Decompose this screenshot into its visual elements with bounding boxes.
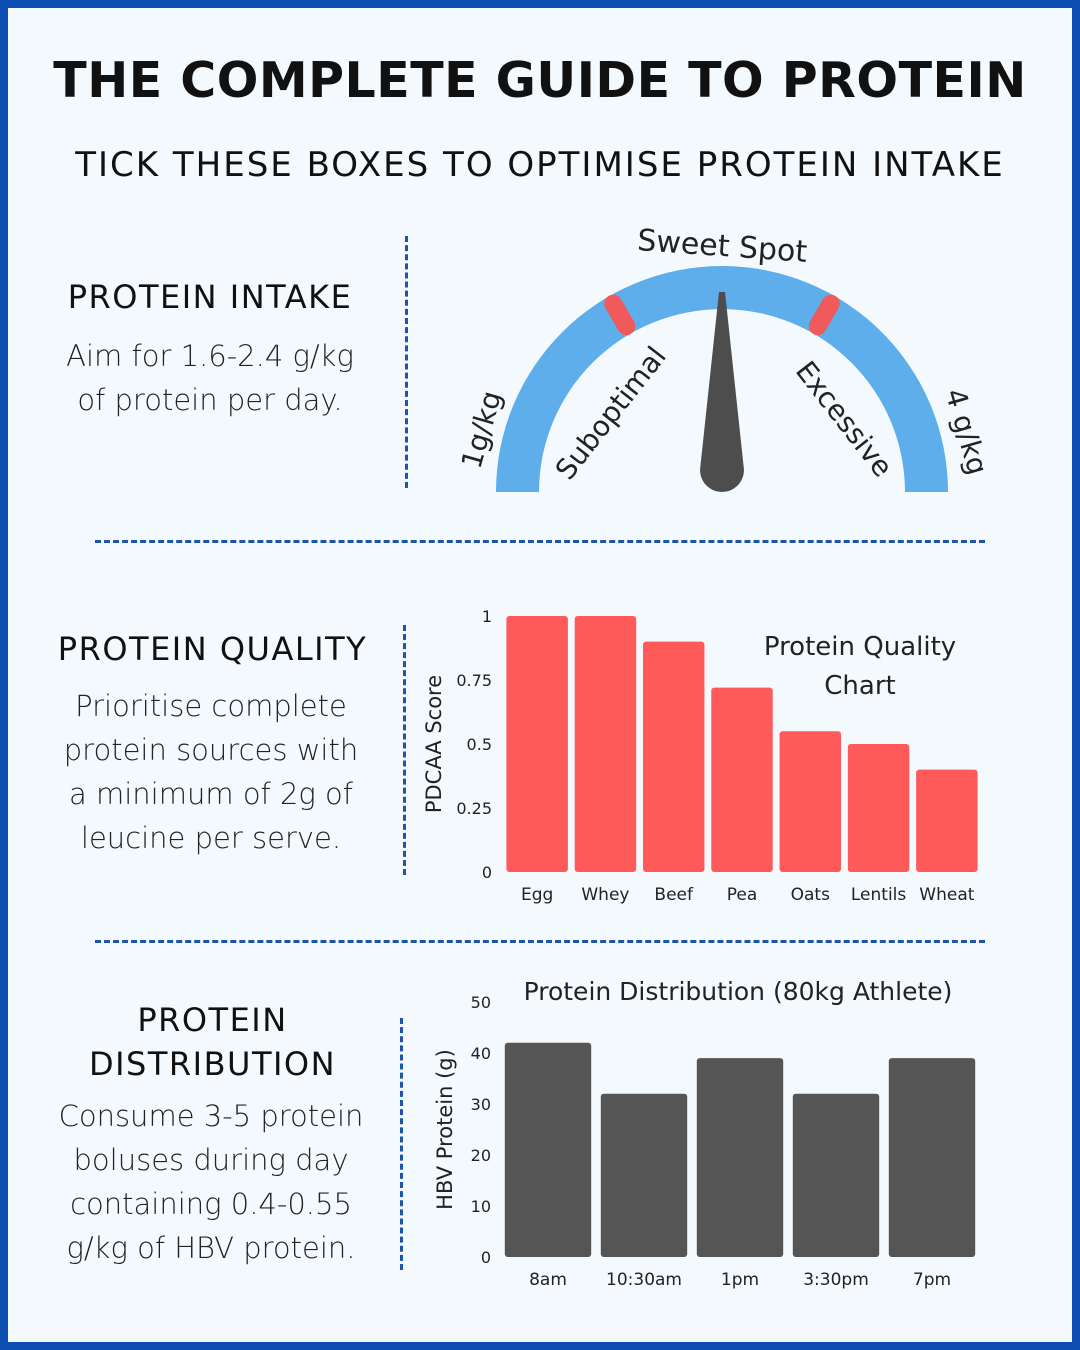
- gauge-zone-marker: [604, 294, 636, 336]
- distribution-body-line: containing 0.4-0.55: [70, 1187, 352, 1221]
- quality-body-line: protein sources with: [63, 733, 359, 767]
- y-tick-label: 40: [471, 1044, 491, 1063]
- chart-bar: [888, 1058, 976, 1257]
- intake-heading: PROTEIN INTAKE: [67, 278, 353, 316]
- distribution-heading: PROTEIN DISTRIBUTION: [40, 998, 385, 1086]
- quality-body-line: Prioritise complete: [75, 689, 347, 723]
- y-axis-label: HBV Protein (g): [433, 1049, 457, 1210]
- page-title: THE COMPLETE GUIDE TO PROTEIN: [53, 52, 1027, 109]
- chart-bar: [506, 616, 568, 872]
- distribution-heading-line: PROTEIN: [137, 1001, 288, 1039]
- section-divider-horizontal: [95, 940, 985, 943]
- chart-bar: [642, 641, 705, 872]
- chart-bar: [711, 687, 773, 872]
- chart-bar: [779, 731, 842, 872]
- x-tick-label: 7pm: [913, 1270, 951, 1290]
- chart-bar: [696, 1058, 784, 1257]
- x-tick-label: Lentils: [851, 885, 907, 905]
- x-tick-label: 10:30am: [606, 1270, 682, 1290]
- gauge-arc: [496, 266, 948, 492]
- section-divider-vertical: [405, 236, 408, 488]
- y-tick-label: 1: [482, 607, 492, 626]
- page-subtitle: TICK THESE BOXES TO OPTIMISE PROTEIN INT…: [75, 145, 1005, 185]
- section-divider-vertical: [403, 625, 406, 875]
- chart-bar: [792, 1093, 880, 1257]
- chart-bar: [504, 1042, 592, 1257]
- quality-body: Prioritise complete protein sources with…: [30, 684, 392, 860]
- chart-bar: [847, 744, 910, 872]
- gauge-needle-shape: [700, 292, 744, 492]
- x-tick-label: Beef: [654, 885, 694, 905]
- chart-bar: [574, 616, 637, 872]
- quality-body-line: leucine per serve.: [80, 821, 342, 855]
- intake-body: Aim for 1.6-2.4 g/kg of protein per day.: [30, 334, 390, 422]
- y-tick-label: 50: [471, 993, 491, 1012]
- y-tick-label: 10: [471, 1197, 491, 1216]
- distribution-body-line: g/kg of HBV protein.: [66, 1231, 356, 1265]
- x-tick-label: 1pm: [721, 1270, 759, 1290]
- intake-body-line: of protein per day.: [77, 383, 343, 417]
- section-divider-horizontal: [95, 540, 985, 543]
- x-tick-label: Wheat: [919, 885, 974, 905]
- chart-bar: [600, 1093, 688, 1257]
- chart-title: Protein Quality: [764, 632, 956, 662]
- y-tick-label: 0: [482, 863, 492, 882]
- distribution-body-line: Consume 3-5 protein: [58, 1099, 364, 1133]
- chart-title: Chart: [824, 671, 895, 701]
- intake-body-line: Aim for 1.6-2.4 g/kg: [66, 339, 354, 373]
- y-tick-label: 0: [481, 1248, 491, 1267]
- x-tick-label: Oats: [791, 885, 830, 905]
- x-tick-label: Egg: [521, 885, 553, 905]
- y-tick-label: 0.5: [467, 735, 492, 754]
- y-tick-label: 0.25: [456, 799, 492, 818]
- chart-title: Protein Distribution (80kg Athlete): [524, 977, 953, 1006]
- y-axis-label: PDCAA Score: [422, 675, 446, 813]
- distribution-heading-line: DISTRIBUTION: [88, 1045, 337, 1083]
- chart-bar: [916, 769, 978, 872]
- gauge-needle: [700, 292, 744, 492]
- gauge-zone-marker: [808, 294, 840, 336]
- y-tick-label: 0.75: [456, 671, 492, 690]
- x-tick-label: Whey: [581, 885, 629, 905]
- x-tick-label: 3:30pm: [803, 1270, 869, 1290]
- x-tick-label: Pea: [727, 885, 758, 905]
- y-tick-label: 20: [471, 1146, 491, 1165]
- quality-body-line: a minimum of 2g of: [68, 777, 354, 811]
- y-tick-label: 30: [471, 1095, 491, 1114]
- x-tick-label: 8am: [529, 1270, 567, 1290]
- distribution-body-line: boluses during day: [73, 1143, 349, 1177]
- section-divider-vertical: [400, 1018, 403, 1270]
- distribution-body: Consume 3-5 protein boluses during day c…: [30, 1094, 392, 1270]
- quality-heading: PROTEIN QUALITY: [57, 630, 368, 668]
